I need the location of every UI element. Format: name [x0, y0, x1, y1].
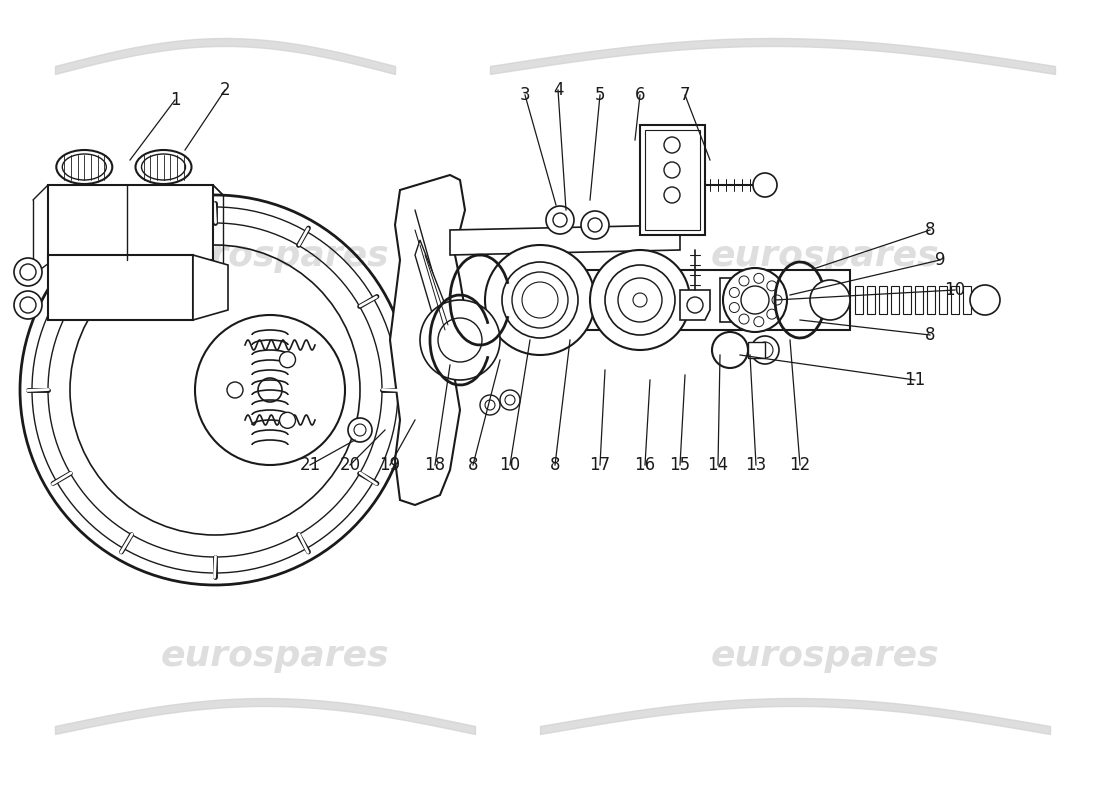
Text: 10: 10 — [499, 456, 520, 474]
Text: eurospares: eurospares — [711, 639, 939, 673]
Text: eurospares: eurospares — [161, 639, 389, 673]
Bar — [962, 286, 971, 314]
Circle shape — [970, 285, 1000, 315]
Circle shape — [502, 262, 578, 338]
Bar — [891, 286, 899, 314]
Bar — [855, 286, 864, 314]
Circle shape — [751, 336, 779, 364]
Text: 6: 6 — [635, 86, 646, 104]
Bar — [645, 130, 700, 230]
Circle shape — [605, 265, 675, 335]
Ellipse shape — [135, 150, 191, 184]
Bar — [903, 286, 911, 314]
Circle shape — [14, 258, 42, 286]
Circle shape — [810, 280, 850, 320]
Circle shape — [485, 245, 595, 355]
Text: 12: 12 — [790, 456, 811, 474]
Text: 19: 19 — [379, 456, 400, 474]
Text: 20: 20 — [340, 456, 361, 474]
Text: 17: 17 — [590, 456, 610, 474]
Ellipse shape — [63, 154, 107, 180]
Circle shape — [420, 300, 500, 380]
Polygon shape — [450, 305, 565, 335]
Text: 21: 21 — [299, 456, 320, 474]
Bar — [748, 342, 764, 358]
Text: 8: 8 — [925, 221, 935, 239]
Text: 5: 5 — [595, 86, 605, 104]
Circle shape — [581, 211, 609, 239]
Bar — [640, 125, 705, 235]
Text: 16: 16 — [635, 456, 656, 474]
Polygon shape — [680, 290, 710, 320]
Text: 8: 8 — [925, 326, 935, 344]
Ellipse shape — [142, 154, 186, 180]
Circle shape — [712, 332, 748, 368]
Bar — [48, 185, 213, 260]
Circle shape — [546, 206, 574, 234]
Text: 4: 4 — [552, 81, 563, 99]
Bar — [927, 286, 935, 314]
Bar — [867, 286, 875, 314]
Bar — [952, 286, 959, 314]
Text: 3: 3 — [519, 86, 530, 104]
Text: eurospares: eurospares — [161, 239, 389, 273]
Circle shape — [480, 395, 501, 415]
Circle shape — [348, 418, 372, 442]
Text: 7: 7 — [680, 86, 691, 104]
Bar — [540, 270, 850, 330]
Text: 8: 8 — [468, 456, 478, 474]
Text: 14: 14 — [707, 456, 728, 474]
Bar — [720, 278, 775, 322]
Text: 18: 18 — [425, 456, 446, 474]
Polygon shape — [450, 225, 680, 255]
Circle shape — [279, 352, 296, 368]
Text: 9: 9 — [935, 251, 945, 269]
Polygon shape — [390, 175, 465, 505]
Text: 11: 11 — [904, 371, 925, 389]
Text: eurospares: eurospares — [711, 239, 939, 273]
Ellipse shape — [56, 150, 112, 184]
Circle shape — [227, 382, 243, 398]
Bar — [879, 286, 887, 314]
Circle shape — [500, 390, 520, 410]
Circle shape — [14, 291, 42, 319]
Circle shape — [279, 412, 296, 428]
Text: 15: 15 — [670, 456, 691, 474]
Bar — [939, 286, 947, 314]
Bar — [48, 255, 192, 320]
Text: 10: 10 — [945, 281, 966, 299]
Text: 8: 8 — [550, 456, 560, 474]
Circle shape — [723, 268, 786, 332]
Text: 13: 13 — [746, 456, 767, 474]
Text: 1: 1 — [169, 91, 180, 109]
Text: 2: 2 — [220, 81, 230, 99]
Polygon shape — [192, 255, 228, 320]
Bar — [915, 286, 923, 314]
Polygon shape — [415, 240, 455, 340]
Circle shape — [754, 173, 777, 197]
Circle shape — [590, 250, 690, 350]
